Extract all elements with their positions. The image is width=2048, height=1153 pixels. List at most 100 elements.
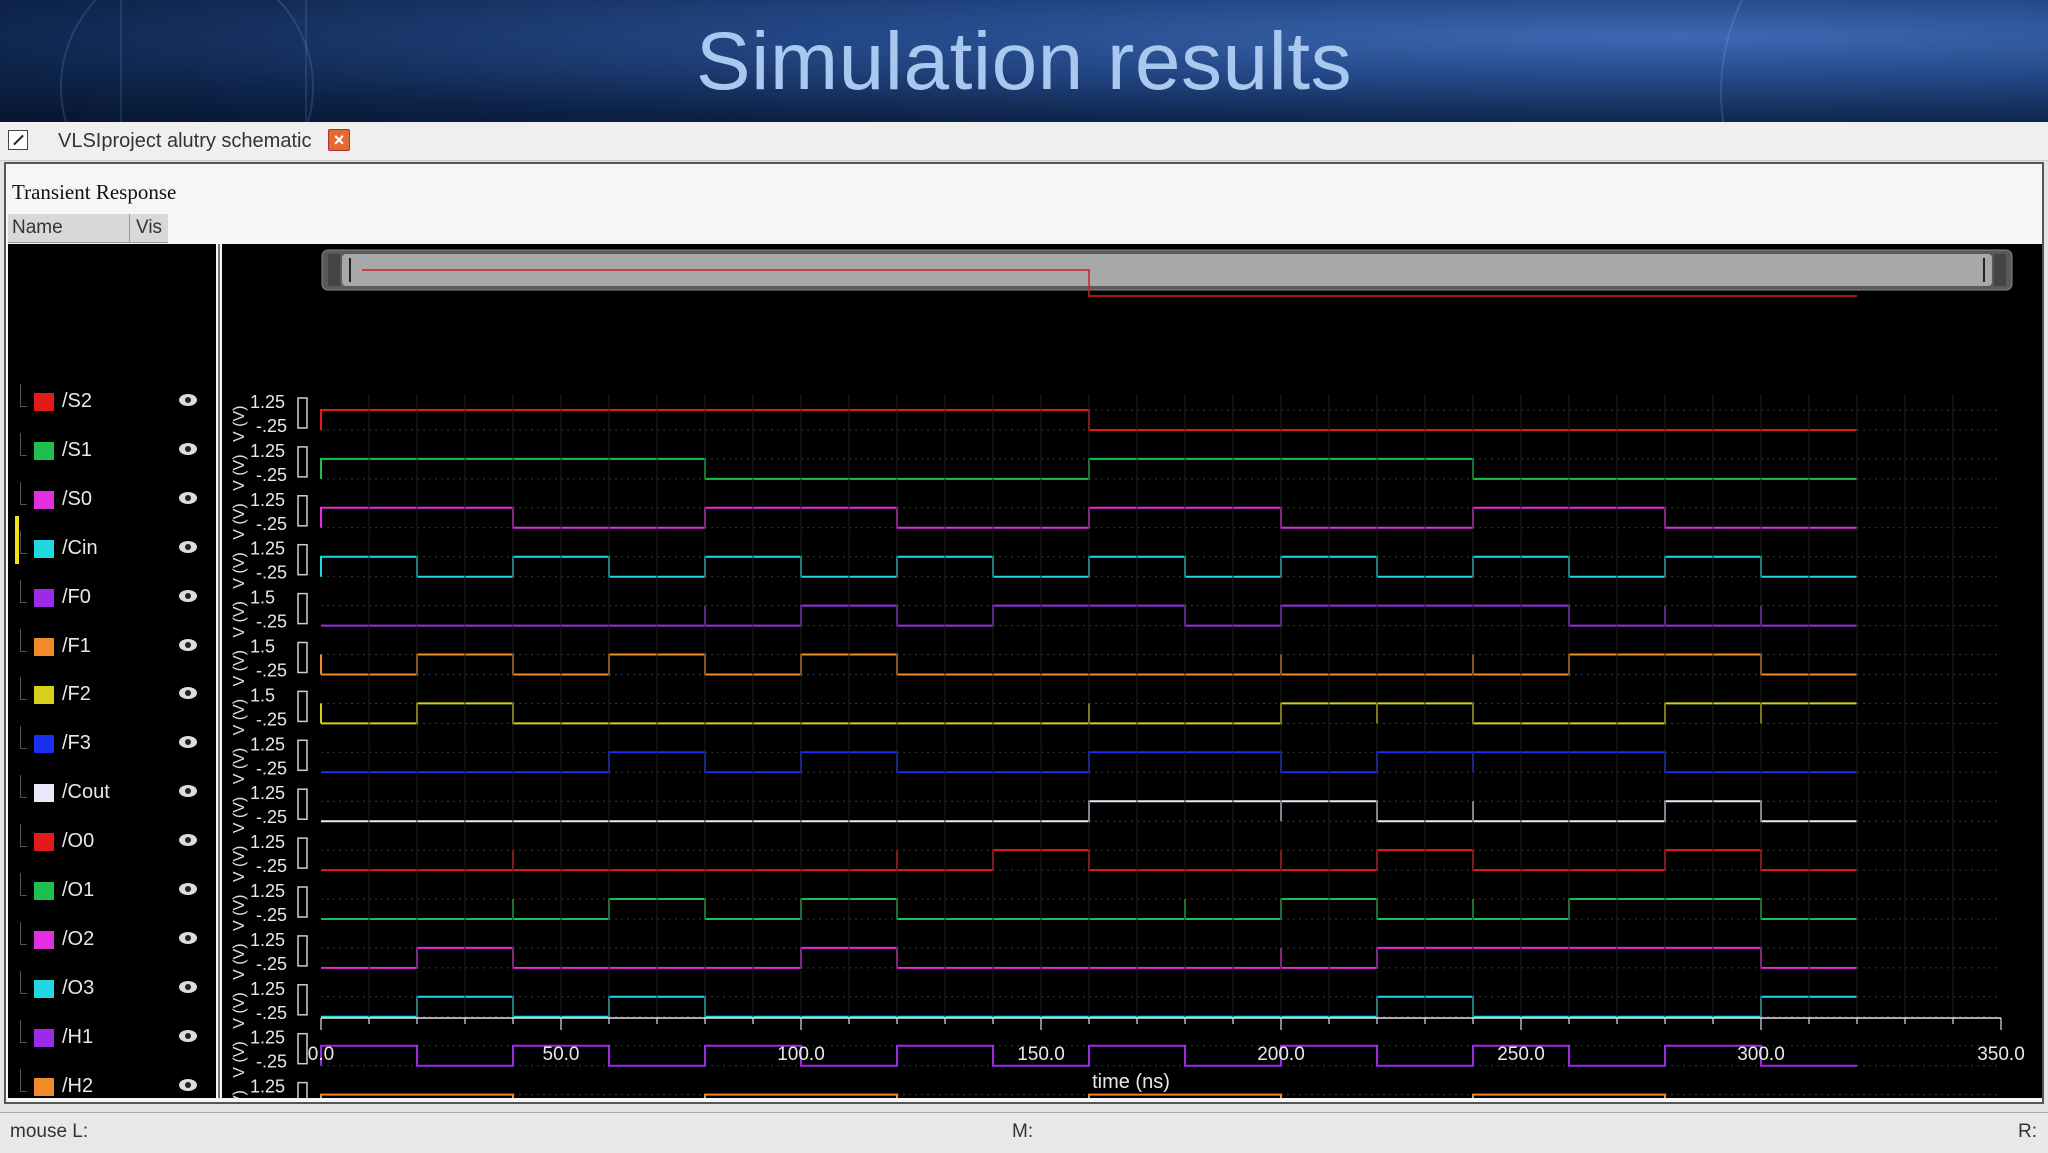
pane-divider[interactable]: [218, 244, 220, 1098]
waveform-h1: [320, 1044, 1857, 1067]
visibility-eye-icon[interactable]: [179, 1029, 197, 1042]
column-separator[interactable]: [129, 214, 130, 242]
y-bottom-label: -.25: [256, 905, 287, 925]
x-tick-label: 0.0: [308, 1044, 334, 1065]
signal-color-swatch: [34, 833, 54, 852]
visibility-eye-icon[interactable]: [179, 491, 197, 504]
tree-branch: [20, 1068, 27, 1092]
signal-name[interactable]: /S1: [62, 438, 93, 461]
visibility-eye-icon[interactable]: [179, 834, 197, 847]
signal-row[interactable]: /F3: [8, 726, 216, 760]
signal-name[interactable]: /F1: [62, 634, 91, 657]
slide-header: Simulation results: [0, 0, 2048, 122]
signal-row[interactable]: /Cin: [8, 530, 216, 565]
signal-list: /S2/S1/S0/Cin/F0/F1/F2/F3/Cout/O0/O1/O2 /…: [8, 244, 216, 1098]
panel-title: Transient Response: [12, 180, 177, 204]
signal-row[interactable]: /F1: [8, 628, 216, 663]
signal-color-swatch: [34, 979, 54, 998]
visibility-eye-icon[interactable]: [179, 980, 197, 993]
y-axis-bracket: [297, 886, 308, 918]
y-unit-label: V (V): [231, 503, 248, 539]
visibility-eye-icon[interactable]: [179, 1078, 197, 1091]
signal-name[interactable]: /S2: [62, 390, 93, 412]
signal-row[interactable]: /O3: [8, 970, 216, 1005]
name-column-header[interactable]: Name: [12, 217, 63, 238]
close-tab-button[interactable]: ×: [328, 129, 350, 151]
y-axis-bracket: [297, 935, 308, 967]
signal-row[interactable]: /O0: [8, 824, 216, 858]
signal-color-swatch: [34, 784, 54, 803]
signal-name[interactable]: /O2: [62, 927, 95, 950]
x-tick-label: 150.0: [1017, 1044, 1065, 1065]
visibility-eye-icon[interactable]: [179, 442, 197, 455]
signal-name[interactable]: /Cin: [62, 536, 98, 559]
y-axis-bracket: [297, 592, 308, 625]
visibility-eye-icon[interactable]: [179, 589, 197, 602]
vis-column-header[interactable]: Vis: [136, 217, 163, 238]
decorative-line: [305, 0, 307, 122]
scroll-right-arrow[interactable]: [1994, 254, 2006, 286]
signal-name[interactable]: /F2: [62, 683, 91, 706]
waveform-h2: [320, 1093, 1857, 1116]
y-top-label: 1.25: [250, 832, 285, 852]
tab-bar: VLSIproject alutry schematic ×: [0, 122, 2048, 161]
signal-row[interactable]: /Cout: [8, 775, 216, 809]
y-unit-label: V (V): [231, 552, 248, 588]
y-top-label: 1.25: [250, 539, 285, 559]
signal-row[interactable]: /H1: [8, 1019, 216, 1054]
signal-name[interactable]: /H1: [62, 1025, 94, 1048]
tab-label[interactable]: VLSIproject alutry schematic: [58, 130, 312, 152]
y-bottom-label: -.25: [256, 465, 287, 485]
visibility-eye-icon[interactable]: [179, 883, 197, 895]
signal-row[interactable]: /F2: [8, 677, 216, 711]
signal-name[interactable]: /H2: [62, 1074, 94, 1097]
y-bottom-label: -.25: [256, 514, 287, 534]
signal-name[interactable]: /F3: [62, 732, 91, 755]
y-top-label: 1.25: [250, 490, 285, 510]
y-axis-bracket: [297, 788, 308, 820]
scrollbar-thumb[interactable]: [342, 254, 1992, 286]
signal-row[interactable]: /H2: [8, 1068, 216, 1103]
tree-branch: [20, 873, 27, 896]
signal-row[interactable]: /O2: [8, 921, 216, 956]
waveform-chart[interactable]: V (V)1.25-.25V (V)1.25-.25V (V)1.25-.25V…: [222, 244, 2042, 1127]
signal-row[interactable]: /O1: [8, 873, 216, 907]
y-axis-bracket: [297, 984, 308, 1016]
signal-name[interactable]: /O3: [62, 976, 95, 999]
signal-name[interactable]: /S0: [62, 487, 93, 510]
scroll-left-arrow[interactable]: [328, 254, 340, 286]
signal-row[interactable]: /S0: [8, 481, 216, 516]
x-tick-label: 300.0: [1737, 1044, 1785, 1065]
y-axis-bracket: [297, 641, 308, 674]
y-top-label: 1.25: [250, 979, 285, 999]
signal-row[interactable]: /S1: [8, 432, 216, 467]
schematic-icon[interactable]: [8, 130, 28, 150]
signal-name[interactable]: /F0: [62, 585, 91, 608]
tree-branch: [20, 1019, 27, 1043]
signal-color-swatch: [34, 539, 54, 558]
signal-color-swatch: [34, 637, 54, 656]
waveform-plot[interactable]: V (V) 1.25 -.25 V (V) 1.25 -.25 V (V) 1.25 -.25 V…: [222, 244, 2042, 1127]
signal-name[interactable]: /Cout: [62, 781, 110, 804]
visibility-eye-icon[interactable]: [179, 540, 197, 553]
mouse-middle-status: M:: [1012, 1121, 1034, 1142]
visibility-eye-icon[interactable]: [179, 785, 197, 798]
y-axis-bracket: [297, 1032, 308, 1065]
signal-row[interactable]: /S2: [8, 384, 216, 418]
y-top-label: 1.5: [250, 685, 275, 705]
y-unit-label: V (V): [231, 601, 248, 637]
visibility-eye-icon[interactable]: [179, 736, 197, 749]
visibility-eye-icon[interactable]: [179, 687, 197, 700]
y-bottom-label: -.25: [256, 1052, 287, 1072]
signal-name[interactable]: /O0: [62, 830, 95, 853]
y-unit-label: V (V): [231, 406, 248, 442]
signal-name[interactable]: /O1: [62, 879, 95, 901]
signal-row[interactable]: /F0: [8, 579, 216, 614]
y-unit-label: V (V): [231, 1090, 248, 1098]
tree-branch: [20, 432, 27, 456]
visibility-eye-icon[interactable]: [179, 931, 197, 944]
y-unit-label: V (V): [231, 797, 248, 833]
visibility-eye-icon[interactable]: [179, 638, 197, 651]
visibility-eye-icon[interactable]: [179, 394, 197, 406]
tree-branch: [20, 921, 27, 945]
